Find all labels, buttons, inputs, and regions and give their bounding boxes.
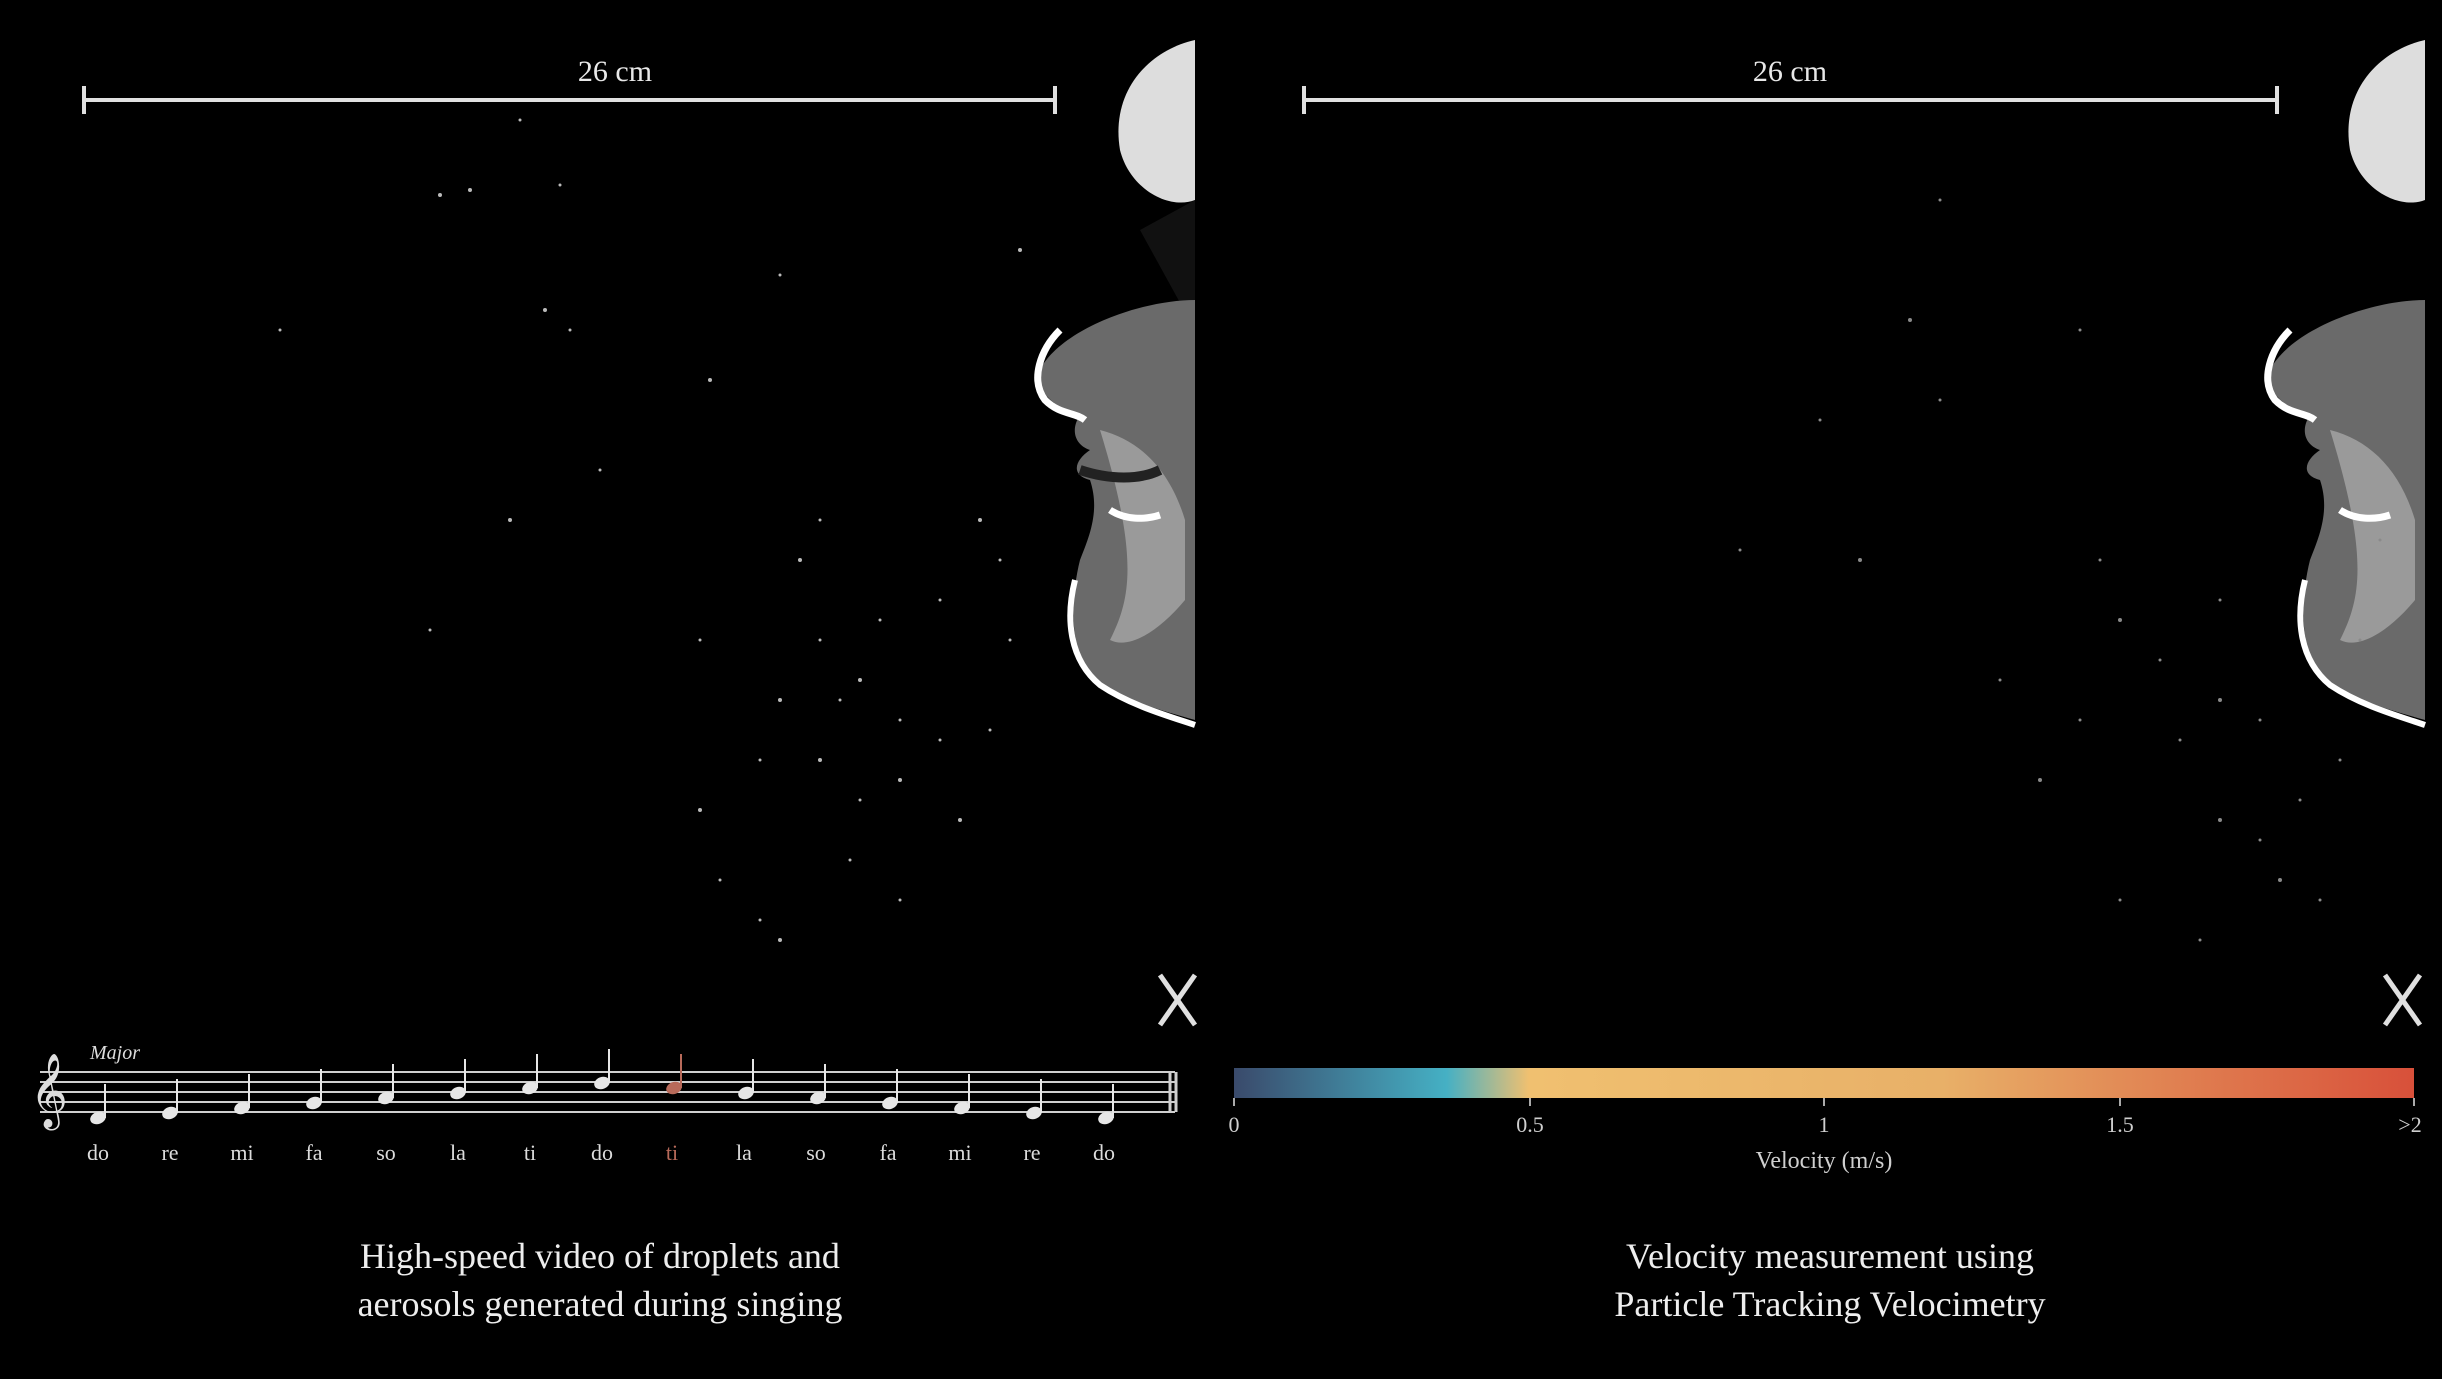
droplet-particles bbox=[278, 118, 1022, 942]
colorbar-tick-label: >2 bbox=[2398, 1112, 2422, 1137]
singer-face-image bbox=[1034, 40, 1198, 1027]
solfege-label: fa bbox=[305, 1140, 323, 1165]
colorbar-tick-label: 1.5 bbox=[2106, 1112, 2134, 1137]
solfege-label: la bbox=[450, 1140, 466, 1165]
solfege-label: mi bbox=[948, 1140, 972, 1165]
solfege-label: re bbox=[161, 1140, 179, 1165]
colorbar-title: Velocity (m/s) bbox=[1755, 1148, 1893, 1174]
right-panel-graphics bbox=[1233, 40, 2426, 1106]
solfege-label: ti bbox=[523, 1140, 537, 1165]
left-caption-line2: aerosols generated during singing bbox=[357, 1284, 843, 1324]
music-note bbox=[450, 1059, 466, 1100]
scale-bar-label: 26 cm bbox=[1752, 55, 1828, 88]
right-caption-line2: Particle Tracking Velocimetry bbox=[1614, 1284, 2046, 1324]
scale-bar bbox=[1302, 86, 2279, 114]
scale-bar bbox=[82, 86, 1057, 114]
music-notes bbox=[90, 1049, 1114, 1125]
solfege-label: la bbox=[736, 1140, 752, 1165]
music-staff: 𝄞 bbox=[30, 1054, 1178, 1131]
music-note bbox=[234, 1074, 250, 1115]
music-note bbox=[882, 1069, 898, 1110]
key-label: Major bbox=[90, 1042, 140, 1064]
music-note bbox=[1098, 1084, 1114, 1125]
left-panel-droplet-video: 𝄞 26 cm Major do re mi fa so la ti do ti… bbox=[0, 0, 1210, 1379]
singer-face-image bbox=[2264, 40, 2426, 1027]
music-note bbox=[1026, 1079, 1042, 1120]
music-note-current bbox=[666, 1054, 682, 1095]
colorbar-tick-label: 0.5 bbox=[1516, 1112, 1544, 1137]
right-caption: Velocity measurement using Particle Trac… bbox=[1480, 1232, 2180, 1328]
solfege-label-current: ti bbox=[665, 1140, 679, 1165]
colorbar-tick-label: 0 bbox=[1228, 1112, 1240, 1137]
colorbar bbox=[1234, 1068, 2414, 1098]
music-note bbox=[522, 1054, 538, 1095]
left-caption-line1: High-speed video of droplets and bbox=[360, 1236, 840, 1276]
scale-bar-label: 26 cm bbox=[577, 55, 653, 88]
music-note bbox=[594, 1049, 610, 1090]
solfege-label: fa bbox=[879, 1140, 897, 1165]
right-caption-line1: Velocity measurement using bbox=[1626, 1236, 2034, 1276]
music-note bbox=[738, 1059, 754, 1100]
treble-clef-icon: 𝄞 bbox=[30, 1054, 68, 1131]
music-note bbox=[378, 1064, 394, 1105]
music-note bbox=[306, 1069, 322, 1110]
music-note bbox=[954, 1074, 970, 1115]
solfege-label: so bbox=[376, 1140, 396, 1165]
music-note bbox=[90, 1084, 106, 1125]
solfege-label: so bbox=[806, 1140, 826, 1165]
velocity-particles bbox=[1738, 198, 2382, 942]
music-note bbox=[810, 1064, 826, 1105]
solfege-label: mi bbox=[230, 1140, 254, 1165]
left-panel-graphics: 𝄞 bbox=[30, 40, 1198, 1131]
colorbar-tick-label: 1 bbox=[1818, 1112, 1830, 1137]
solfege-label: do bbox=[1093, 1140, 1115, 1165]
solfege-label: do bbox=[591, 1140, 613, 1165]
left-caption: High-speed video of droplets and aerosol… bbox=[250, 1232, 950, 1328]
solfege-label: do bbox=[87, 1140, 109, 1165]
solfege-label: re bbox=[1023, 1140, 1041, 1165]
right-panel-velocity: 26 cm 0 0.5 1 1.5 >2 Velocity (m/s) Velo… bbox=[1220, 0, 2442, 1379]
music-note bbox=[162, 1079, 178, 1120]
